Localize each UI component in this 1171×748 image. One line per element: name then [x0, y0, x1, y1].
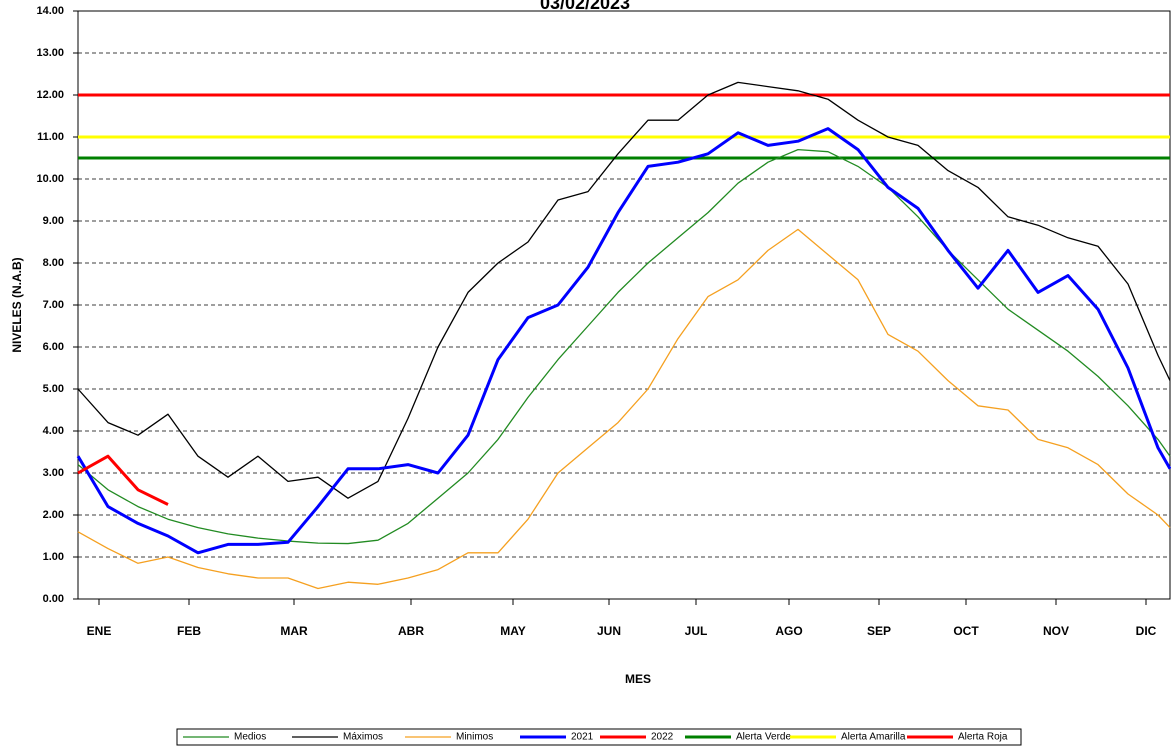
legend-label: Máximos	[343, 732, 383, 743]
y-tick-label: 0.00	[43, 593, 64, 605]
legend-box	[176, 728, 1022, 746]
legend-label: Alerta Verde	[736, 732, 791, 743]
legend-label: Alerta Amarilla	[841, 732, 906, 743]
x-tick-label: SEP	[867, 624, 891, 638]
y-tick-label: 1.00	[43, 551, 64, 563]
x-tick-label: JUL	[685, 624, 708, 638]
series-line	[77, 228, 1171, 590]
x-tick-label: NOV	[1043, 624, 1069, 638]
x-tick-label: DIC	[1136, 624, 1157, 638]
y-tick-label: 5.00	[43, 383, 64, 395]
legend-label: Medios	[234, 732, 266, 743]
y-tick-label: 6.00	[43, 341, 64, 353]
y-tick-label: 4.00	[43, 425, 64, 437]
y-tick-label: 14.00	[36, 5, 64, 17]
series-line	[77, 148, 1171, 545]
y-tick-label: 2.00	[43, 509, 64, 521]
y-tick-label: 11.00	[37, 131, 64, 143]
legend-label: 2022	[651, 732, 674, 743]
x-tick-label: ABR	[398, 624, 424, 638]
legend-label: 2021	[571, 732, 594, 743]
plot-frame	[77, 10, 1171, 600]
legend-label: Minimos	[456, 732, 493, 743]
series-line	[77, 454, 169, 506]
x-axis-label: MES	[625, 672, 651, 686]
y-tick-label: 12.00	[36, 89, 64, 101]
legend-label: Alerta Roja	[958, 732, 1008, 743]
x-tick-label: MAY	[500, 624, 526, 638]
y-tick-label: 13.00	[36, 47, 64, 59]
series-line	[77, 81, 1171, 499]
y-tick-label: 3.00	[43, 467, 64, 479]
chart-title: 03/02/2023	[540, 0, 630, 13]
x-tick-label: MAR	[280, 624, 308, 638]
x-tick-label: OCT	[953, 624, 979, 638]
y-tick-label: 9.00	[43, 215, 64, 227]
x-tick-label: JUN	[597, 624, 621, 638]
y-axis-label: NIVELES (N.A.B)	[10, 257, 24, 352]
y-tick-label: 7.00	[43, 299, 64, 311]
x-tick-label: ENE	[87, 624, 112, 638]
y-tick-label: 10.00	[36, 173, 64, 185]
y-tick-label: 8.00	[43, 257, 64, 269]
x-tick-label: AGO	[775, 624, 802, 638]
series-line	[76, 127, 1171, 555]
x-tick-label: FEB	[177, 624, 201, 638]
